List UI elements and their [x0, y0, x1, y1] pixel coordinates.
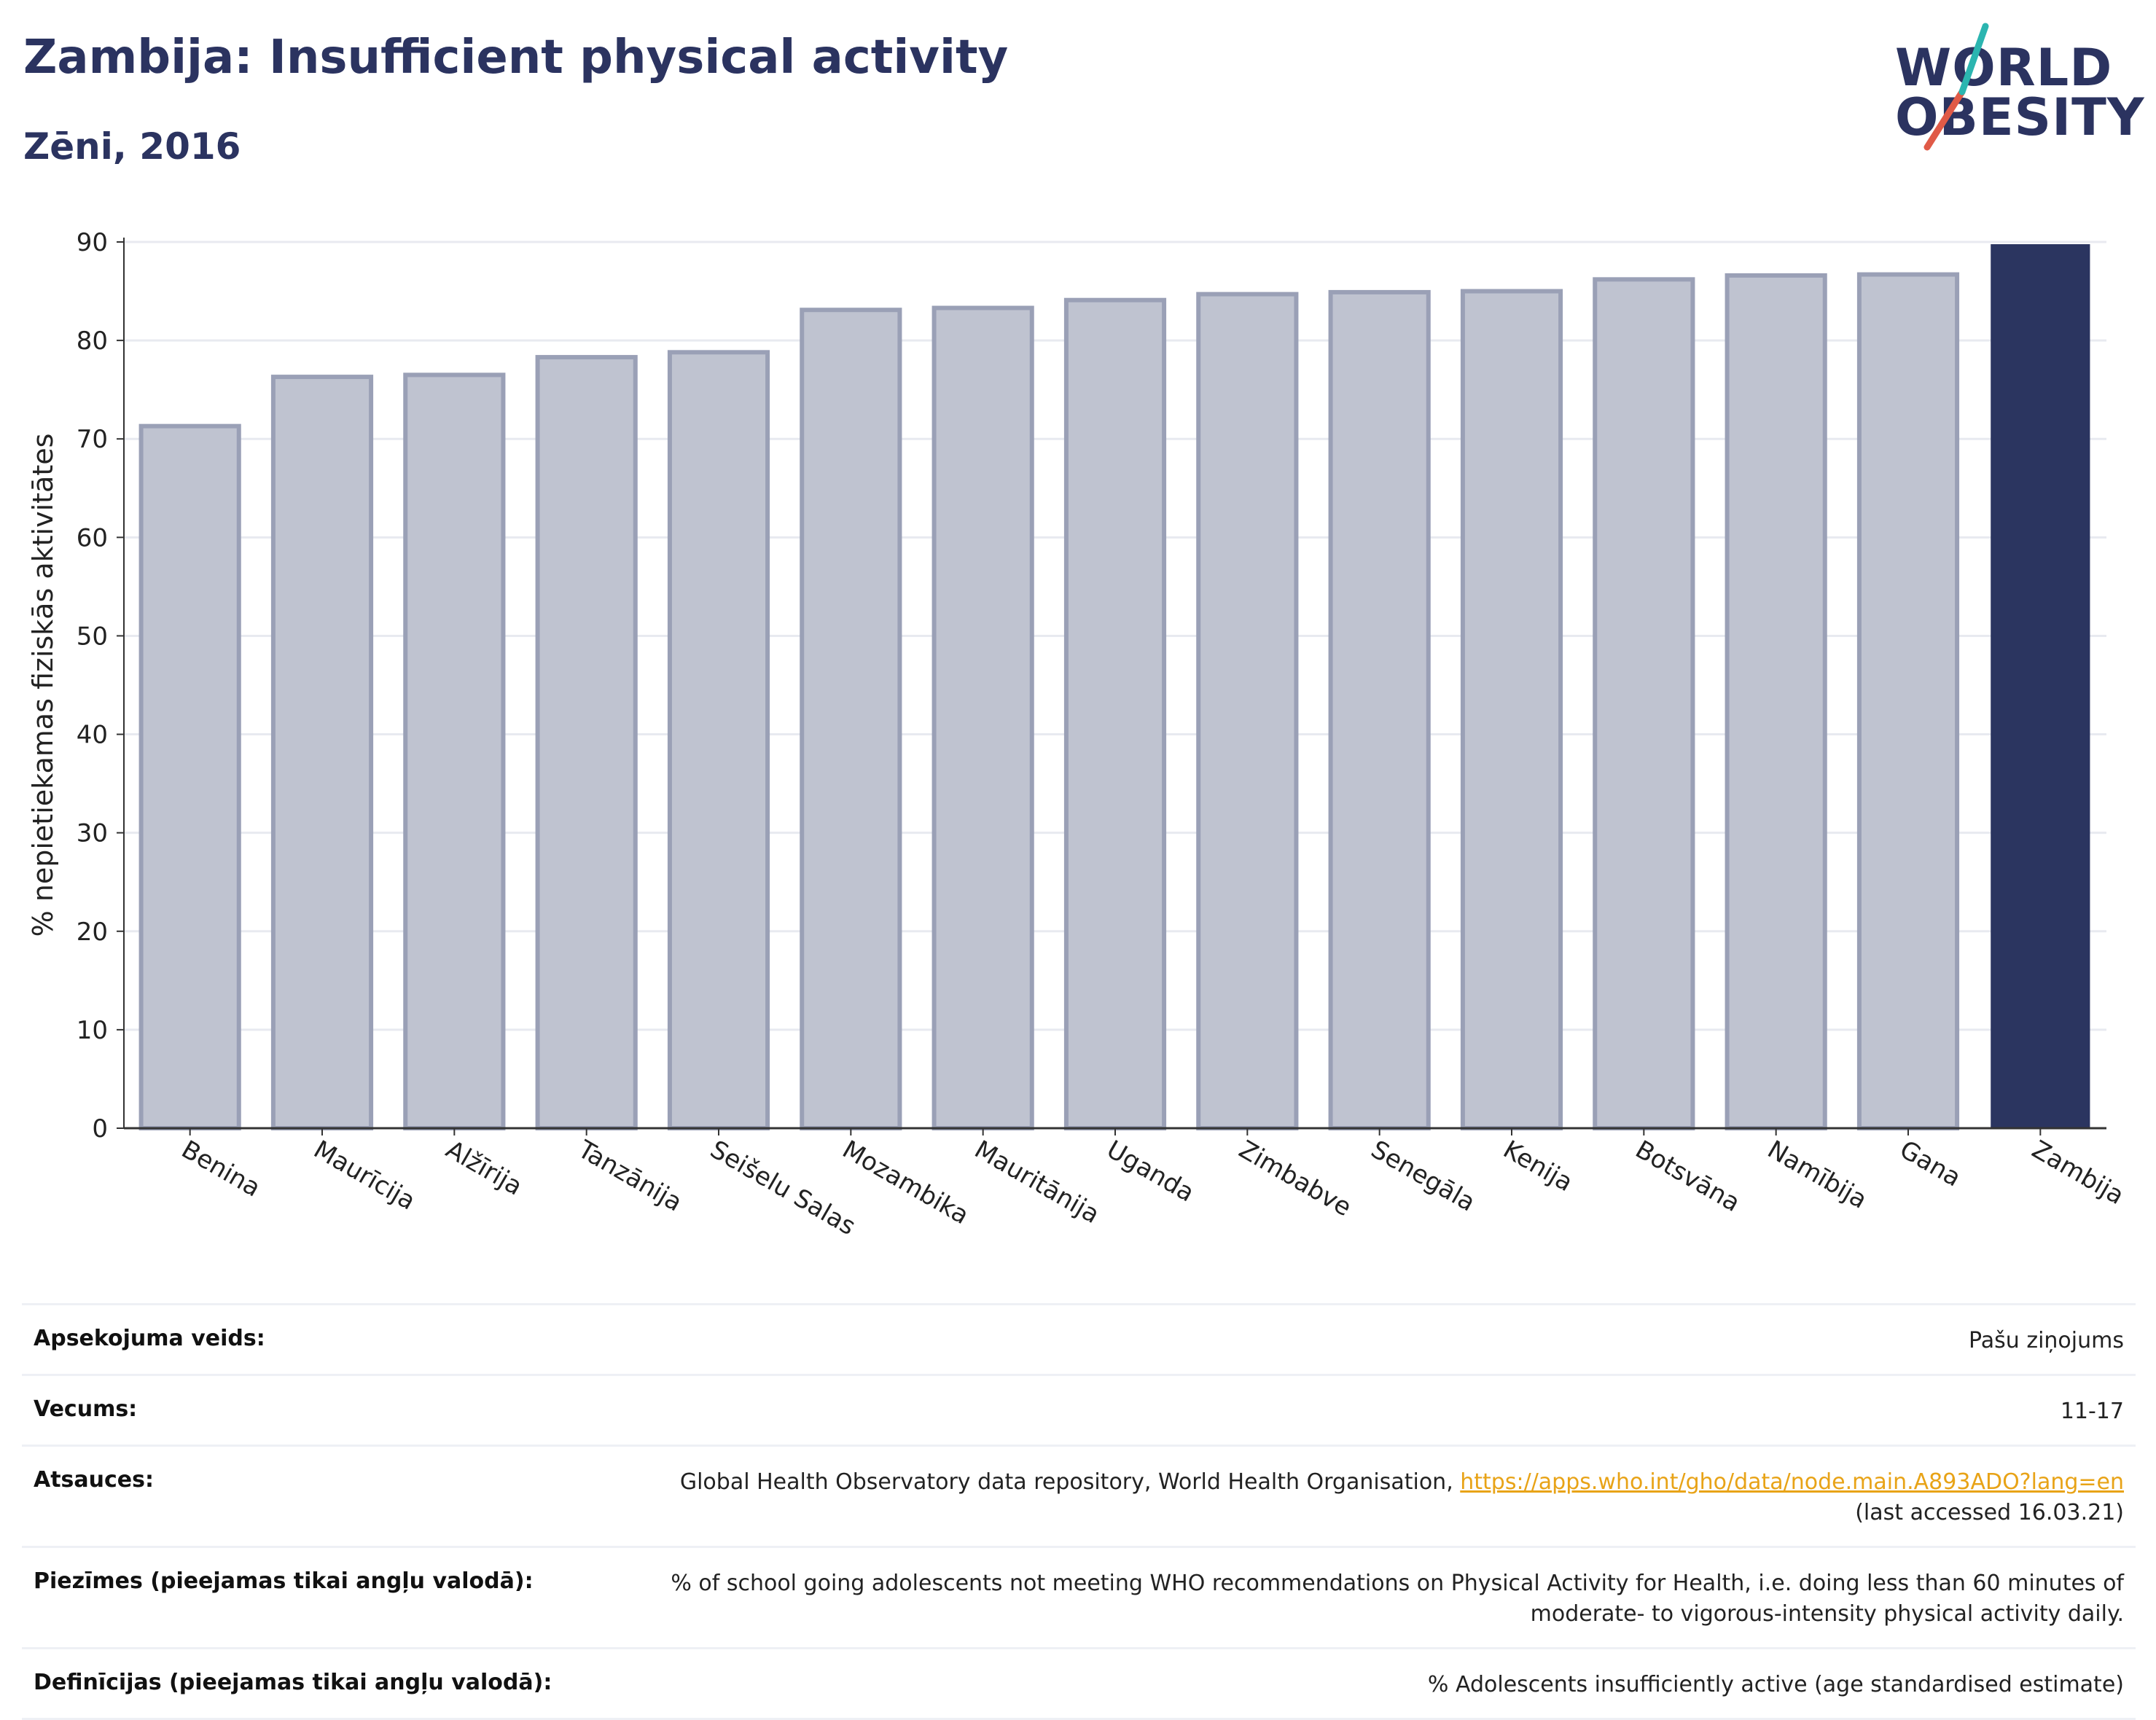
bar — [535, 355, 638, 1131]
x-tick-label: Uganda — [1102, 1135, 1200, 1208]
bar-chart: 0 10 20 30 40 50 60 70 80 90 Benina Maurīcija Alžīri… — [27, 228, 2129, 1241]
y-tick-label: 10 — [77, 1016, 108, 1045]
metadata-table: Apsekojuma veids: Pašu ziņojums Vecums: … — [22, 1303, 2136, 1720]
meta-row-age: Vecums: 11-17 — [22, 1374, 2136, 1445]
meta-value: % of school going adolescents not meetin… — [671, 1571, 2124, 1627]
meta-label: Piezīmes (pieejamas tikai angļu valodā): — [34, 1568, 534, 1594]
x-tick-label: Zambija — [2027, 1135, 2129, 1211]
y-tick-label: 30 — [77, 819, 108, 848]
bar — [138, 423, 241, 1130]
chart-subtitle: Zēni, 2016 — [23, 125, 241, 168]
bar — [1725, 273, 1827, 1131]
bar — [1328, 289, 1431, 1131]
bar — [800, 308, 902, 1130]
x-tick-label: Zimbabve — [1234, 1135, 1356, 1222]
bar — [1460, 289, 1563, 1130]
x-tick-label: Kenija — [1499, 1135, 1578, 1197]
logo-word-world: WORLD — [1895, 38, 2113, 98]
x-tick-label: Tanzānija — [572, 1135, 687, 1218]
meta-value: Pašu ziņojums — [1969, 1328, 2124, 1353]
x-tick-label: Botsvāna — [1630, 1135, 1745, 1218]
x-tick-label: Alžīrija — [441, 1135, 527, 1202]
y-tick-label: 80 — [77, 327, 108, 356]
x-tick-label: Namībija — [1762, 1135, 1872, 1215]
meta-value: % Adolescents insufficiently active (age… — [1427, 1672, 2124, 1697]
bar — [1196, 292, 1299, 1130]
bar — [1593, 277, 1695, 1131]
bar — [270, 375, 374, 1131]
y-tick-label: 50 — [77, 622, 108, 651]
meta-row-references: Atsauces: Global Health Observatory data… — [22, 1445, 2136, 1546]
y-axis-title: % nepietiekamas fiziskās aktivitātes — [27, 434, 59, 937]
y-tick-label: 0 — [92, 1114, 108, 1144]
meta-label: Atsauces: — [34, 1467, 154, 1493]
meta-label: Apsekojuma veids: — [34, 1326, 265, 1351]
y-tick-label: 60 — [77, 523, 108, 552]
meta-label: Vecums: — [34, 1396, 138, 1422]
bar — [1991, 244, 2090, 1129]
world-obesity-logo: WORLD OBESITY — [1895, 22, 2144, 153]
meta-row-survey-type: Apsekojuma veids: Pašu ziņojums — [22, 1303, 2136, 1374]
reference-text: Global Health Observatory data repositor… — [679, 1469, 1461, 1495]
meta-label: Definīcijas (pieejamas tikai angļu valod… — [34, 1670, 552, 1695]
x-tick-label: Senegāla — [1366, 1135, 1480, 1217]
y-tick-label: 40 — [77, 721, 108, 750]
x-tick-label: Benina — [176, 1135, 265, 1203]
y-tick-label: 90 — [77, 228, 108, 257]
bar — [1856, 272, 1960, 1130]
x-tick-label: Seišelu Salas — [706, 1135, 861, 1241]
meta-value: Global Health Observatory data repositor… — [680, 1467, 2124, 1528]
bar — [667, 350, 770, 1130]
logo-slash-icon — [1923, 23, 1989, 151]
meta-row-notes: Piezīmes (pieejamas tikai angļu valodā):… — [22, 1546, 2136, 1647]
bar — [931, 305, 1034, 1131]
meta-value: 11-17 — [2060, 1399, 2124, 1424]
bar — [403, 372, 506, 1130]
meta-row-definitions: Definīcijas (pieejamas tikai angļu valod… — [22, 1647, 2136, 1720]
reference-link[interactable]: https://apps.who.int/gho/data/node.main.… — [1460, 1469, 2124, 1495]
reference-accessed: (last accessed 16.03.21) — [1855, 1500, 2124, 1525]
x-tick-label: Maurīcija — [309, 1135, 421, 1216]
bar — [1063, 297, 1167, 1130]
x-tick-label: Mauritānija — [969, 1135, 1104, 1230]
y-tick-label: 70 — [77, 425, 108, 454]
x-tick-label: Gana — [1895, 1135, 1966, 1192]
y-tick-label: 20 — [77, 918, 108, 947]
chart-title: Zambija: Insufficient physical activity — [23, 31, 1009, 85]
